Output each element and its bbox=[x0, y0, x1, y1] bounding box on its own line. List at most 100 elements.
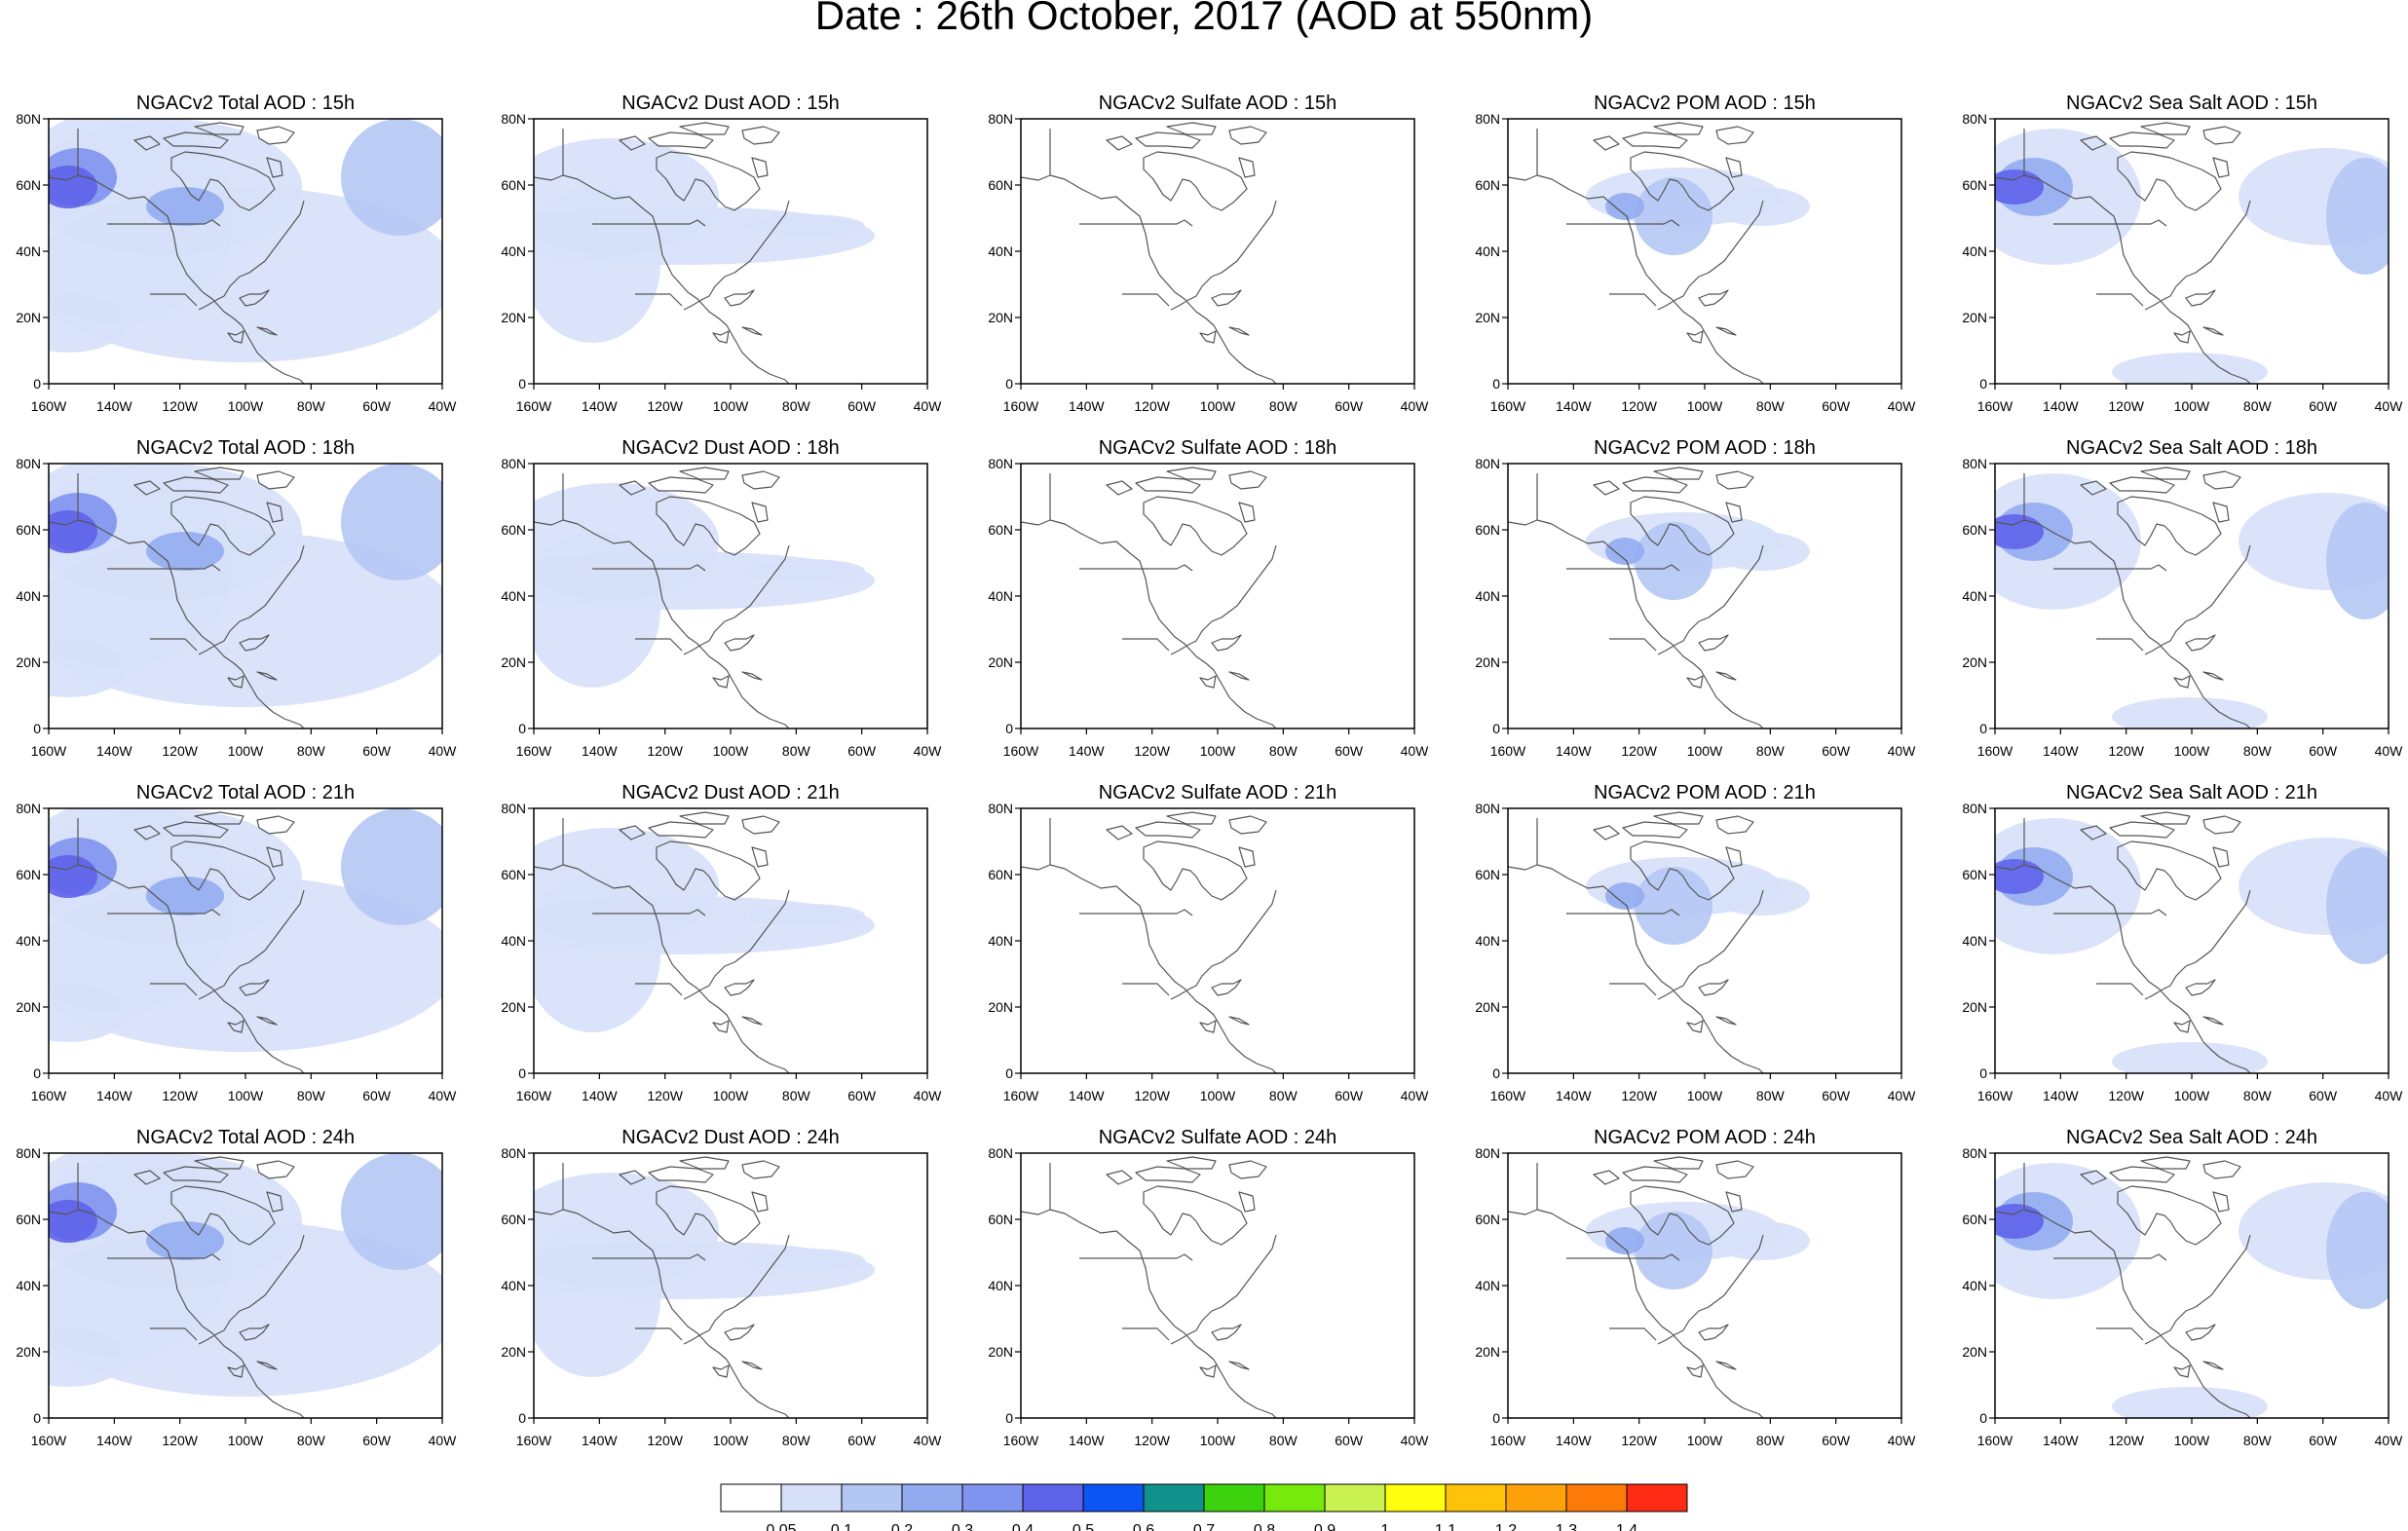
lat-tick-label: 0 bbox=[33, 721, 41, 736]
lon-tick-label: 100W bbox=[1200, 1088, 1236, 1103]
lon-tick-label: 120W bbox=[162, 743, 198, 759]
lon-tick-label: 140W bbox=[2043, 743, 2079, 759]
lat-tick-label: 40N bbox=[988, 588, 1013, 604]
aod-shading bbox=[2112, 1042, 2268, 1073]
lon-tick-label: 160W bbox=[1490, 398, 1526, 414]
panel-title: NGACv2 Total AOD : 18h bbox=[136, 437, 355, 459]
aod-shading bbox=[748, 214, 865, 238]
colorbar-label: 0.4 bbox=[1012, 1522, 1034, 1531]
lon-tick-label: 40W bbox=[1888, 1088, 1917, 1103]
lon-tick-label: 40W bbox=[914, 743, 943, 759]
lon-tick-label: 80W bbox=[2243, 1433, 2273, 1448]
lat-tick-label: 60N bbox=[1475, 1212, 1500, 1227]
lon-tick-label: 140W bbox=[1069, 398, 1105, 414]
lat-tick-label: 0 bbox=[518, 1065, 526, 1081]
lat-tick-label: 60N bbox=[988, 1212, 1013, 1227]
lon-tick-label: 40W bbox=[1888, 1433, 1917, 1448]
aod-shading bbox=[534, 187, 660, 343]
lat-tick-label: 40N bbox=[501, 933, 526, 949]
lon-tick-label: 40W bbox=[914, 398, 943, 414]
lon-tick-label: 160W bbox=[1490, 743, 1526, 759]
lon-tick-label: 40W bbox=[1888, 398, 1917, 414]
lat-tick-label: 60N bbox=[1962, 177, 1987, 193]
aod-shading bbox=[2326, 158, 2389, 275]
figure-title: Date : 26th October, 2017 (AOD at 550nm) bbox=[815, 0, 1593, 38]
lat-tick-label: 40N bbox=[1475, 1278, 1500, 1293]
lat-tick-label: 80N bbox=[1962, 801, 1987, 816]
lat-tick-label: 20N bbox=[988, 654, 1013, 670]
lon-tick-label: 140W bbox=[1556, 398, 1592, 414]
aod-shading bbox=[1635, 1212, 1712, 1289]
lon-tick-label: 100W bbox=[2174, 743, 2210, 759]
colorbar-label: 1 bbox=[1381, 1522, 1390, 1531]
lon-tick-label: 100W bbox=[1687, 1433, 1723, 1448]
lat-tick-label: 80N bbox=[988, 1145, 1013, 1161]
aod-shading bbox=[146, 532, 224, 571]
lat-tick-label: 0 bbox=[1492, 376, 1500, 392]
panel-title: NGACv2 Dust AOD : 18h bbox=[621, 437, 839, 459]
lon-tick-label: 140W bbox=[96, 1433, 132, 1448]
panel-title: NGACv2 Dust AOD : 15h bbox=[621, 93, 839, 114]
lon-tick-label: 100W bbox=[2174, 398, 2210, 414]
lon-tick-label: 40W bbox=[1888, 743, 1917, 759]
lat-tick-label: 0 bbox=[518, 376, 526, 392]
lat-tick-label: 60N bbox=[501, 867, 526, 882]
lon-tick-label: 120W bbox=[2108, 1433, 2144, 1448]
lon-tick-label: 100W bbox=[228, 1433, 264, 1448]
aod-shading bbox=[49, 166, 97, 208]
lon-tick-label: 140W bbox=[2043, 1433, 2079, 1448]
lat-tick-label: 60N bbox=[1475, 522, 1500, 538]
panel-title: NGACv2 POM AOD : 24h bbox=[1594, 1127, 1816, 1148]
panel-title: NGACv2 Sulfate AOD : 21h bbox=[1099, 782, 1337, 803]
map-panel: NGACv2 Dust AOD : 15h 80N 60N 40N 20N 0 160W 14… bbox=[501, 93, 943, 414]
panel-title: NGACv2 POM AOD : 18h bbox=[1594, 437, 1816, 459]
lon-tick-label: 100W bbox=[2174, 1088, 2210, 1103]
lon-tick-label: 80W bbox=[2243, 398, 2273, 414]
lat-tick-label: 40N bbox=[1475, 243, 1500, 259]
colorbar-label: 0.6 bbox=[1133, 1522, 1154, 1531]
lon-tick-label: 140W bbox=[1069, 1433, 1105, 1448]
lon-tick-label: 160W bbox=[31, 743, 67, 759]
lat-tick-label: 40N bbox=[1475, 933, 1500, 949]
lon-tick-label: 120W bbox=[647, 1433, 683, 1448]
lat-tick-label: 80N bbox=[501, 111, 526, 127]
lat-tick-label: 20N bbox=[988, 1344, 1013, 1360]
colorbar-label: 1.1 bbox=[1435, 1522, 1456, 1531]
colorbar-swatch bbox=[780, 1483, 843, 1512]
lat-tick-label: 80N bbox=[988, 801, 1013, 816]
aod-shading bbox=[49, 639, 127, 697]
lon-tick-label: 60W bbox=[847, 398, 877, 414]
lat-tick-label: 40N bbox=[501, 243, 526, 259]
lon-tick-label: 60W bbox=[1335, 1433, 1364, 1448]
aod-shading bbox=[1995, 514, 2044, 549]
panel-title: NGACv2 Total AOD : 21h bbox=[136, 782, 355, 803]
lat-tick-label: 0 bbox=[1979, 1065, 1987, 1081]
lat-tick-label: 0 bbox=[33, 1065, 41, 1081]
lat-tick-label: 60N bbox=[501, 522, 526, 538]
aod-shading bbox=[1635, 177, 1712, 255]
lon-tick-label: 40W bbox=[1401, 1433, 1430, 1448]
lon-tick-label: 100W bbox=[1200, 743, 1236, 759]
lat-tick-label: 40N bbox=[1475, 588, 1500, 604]
lat-tick-label: 0 bbox=[33, 376, 41, 392]
lat-tick-label: 80N bbox=[1962, 1145, 1987, 1161]
lat-tick-label: 80N bbox=[16, 456, 41, 471]
lon-tick-label: 160W bbox=[1490, 1433, 1526, 1448]
lon-tick-label: 160W bbox=[1490, 1088, 1526, 1103]
lon-tick-label: 40W bbox=[429, 1433, 458, 1448]
lat-tick-label: 60N bbox=[1962, 867, 1987, 882]
lat-tick-label: 20N bbox=[1962, 654, 1987, 670]
map-panel: NGACv2 Sulfate AOD : 18h 80N 60N 40N 20N 0 160… bbox=[988, 437, 1429, 759]
panel-title: NGACv2 Sulfate AOD : 15h bbox=[1099, 93, 1337, 114]
aod-shading bbox=[2326, 503, 2389, 619]
aod-shading bbox=[2112, 697, 2268, 728]
lon-tick-label: 80W bbox=[782, 743, 811, 759]
lon-tick-label: 80W bbox=[1269, 743, 1298, 759]
panel-title: NGACv2 POM AOD : 15h bbox=[1594, 93, 1816, 114]
lat-tick-label: 0 bbox=[1005, 721, 1013, 736]
lon-tick-label: 40W bbox=[2375, 398, 2404, 414]
lon-tick-label: 40W bbox=[2375, 1433, 2404, 1448]
lat-tick-label: 60N bbox=[988, 867, 1013, 882]
map-panel: NGACv2 Sea Salt AOD : 24h 80N 60N 40N 20N 0 16… bbox=[1962, 1127, 2404, 1448]
lon-tick-label: 40W bbox=[914, 1088, 943, 1103]
